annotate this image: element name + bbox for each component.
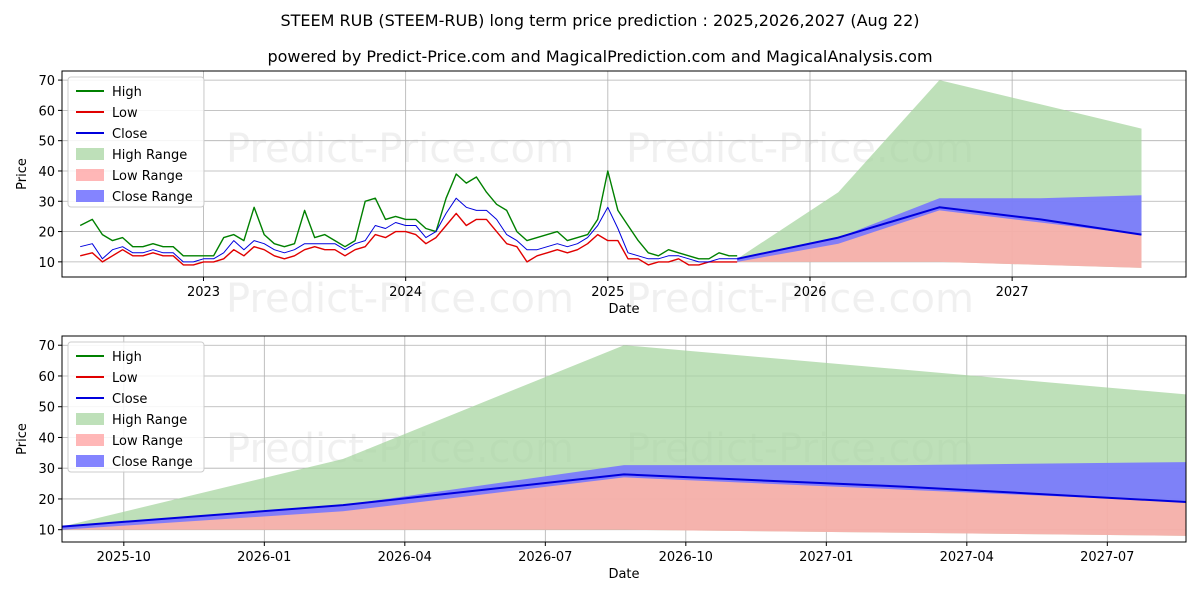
legend-entry: Low bbox=[112, 371, 138, 386]
legend: High Low Close High Range Low Range Close Ran… bbox=[67, 341, 205, 473]
y-axis-label: Price bbox=[15, 158, 30, 190]
close-range-area bbox=[737, 195, 1142, 262]
series-close-forecast-line bbox=[736, 206, 1142, 260]
legend-swatch bbox=[76, 190, 104, 202]
series-low-line bbox=[80, 212, 738, 266]
legend-entry: Low Range bbox=[112, 434, 183, 449]
y-tick-label: 40 bbox=[38, 431, 55, 446]
plot-area bbox=[62, 345, 1186, 536]
legend-swatch bbox=[76, 413, 104, 425]
y-tick-label: 70 bbox=[38, 74, 55, 89]
y-tick-label: 20 bbox=[38, 226, 55, 241]
y-tick-label: 70 bbox=[38, 339, 55, 354]
x-tick-label: 2023 bbox=[187, 285, 220, 300]
legend-entry: High Range bbox=[112, 413, 187, 428]
legend-swatch bbox=[76, 148, 104, 160]
x-axis-label: Date bbox=[608, 567, 639, 582]
panel-forecast: Predict-Price.comPredict-Price.com102030… bbox=[15, 335, 1187, 582]
plot-area bbox=[79, 80, 1142, 268]
legend-entry: High bbox=[112, 85, 142, 100]
panel-long-term: Predict-Price.com Predict-Price.com Predic… bbox=[15, 70, 1187, 322]
x-tick-label: 2027-07 bbox=[1080, 550, 1134, 565]
x-axis-label: Date bbox=[608, 302, 639, 317]
legend-swatch bbox=[76, 434, 104, 446]
legend-entry: Low Range bbox=[112, 169, 183, 184]
y-tick-label: 60 bbox=[38, 370, 55, 385]
y-tick-label: 30 bbox=[38, 462, 55, 477]
y-tick-label: 60 bbox=[38, 104, 55, 119]
x-tick-label: 2027-04 bbox=[940, 550, 994, 565]
x-tick-label: 2025 bbox=[591, 285, 624, 300]
y-axis-label: Price bbox=[15, 423, 30, 455]
low-range-area bbox=[62, 474, 1186, 536]
close-range-area bbox=[62, 462, 1186, 530]
legend-entry: Close bbox=[112, 127, 147, 142]
x-tick-label: 2027 bbox=[996, 285, 1029, 300]
x-tick-label: 2026-10 bbox=[659, 550, 713, 565]
legend: High Low Close High Range Low Range Close Ran… bbox=[67, 76, 205, 208]
y-tick-label: 50 bbox=[38, 135, 55, 150]
legend-swatch bbox=[76, 169, 104, 181]
x-tick-label: 2026-07 bbox=[518, 550, 572, 565]
x-tick-label: 2026-04 bbox=[378, 550, 432, 565]
series-high-line bbox=[79, 170, 738, 260]
series-close-forecast-line bbox=[62, 473, 1186, 528]
y-tick-label: 30 bbox=[38, 195, 55, 210]
chart-title: STEEM RUB (STEEM-RUB) long term price pr… bbox=[280, 11, 919, 30]
watermark-text: Predict-Price.com bbox=[226, 276, 574, 322]
legend-entry: High Range bbox=[112, 148, 187, 163]
axes-frame bbox=[61, 335, 1187, 543]
legend-entry: Close Range bbox=[112, 190, 193, 205]
x-tick-label: 2025-10 bbox=[97, 550, 151, 565]
legend-entry: Low bbox=[112, 106, 138, 121]
y-tick-label: 20 bbox=[38, 493, 55, 508]
x-tick-label: 2026 bbox=[793, 285, 826, 300]
y-tick-label: 50 bbox=[38, 401, 55, 416]
legend-entry: Close bbox=[112, 392, 147, 407]
legend-entry: Close Range bbox=[112, 455, 193, 470]
x-tick-label: 2027-01 bbox=[799, 550, 853, 565]
watermark-text: Predict-Price.com bbox=[226, 126, 574, 172]
axes-frame bbox=[61, 70, 1187, 278]
watermark-text: Predict-Price.com bbox=[626, 276, 974, 322]
x-tick-label: 2026-01 bbox=[237, 550, 291, 565]
y-tick-label: 10 bbox=[38, 256, 55, 271]
y-tick-label: 40 bbox=[38, 165, 55, 180]
legend-entry: High bbox=[112, 350, 142, 365]
chart-subtitle: powered by Predict-Price.com and Magical… bbox=[267, 47, 932, 66]
series-close-history-line bbox=[80, 197, 738, 263]
y-tick-label: 10 bbox=[38, 524, 55, 539]
legend-swatch bbox=[76, 455, 104, 467]
x-tick-label: 2024 bbox=[389, 285, 422, 300]
